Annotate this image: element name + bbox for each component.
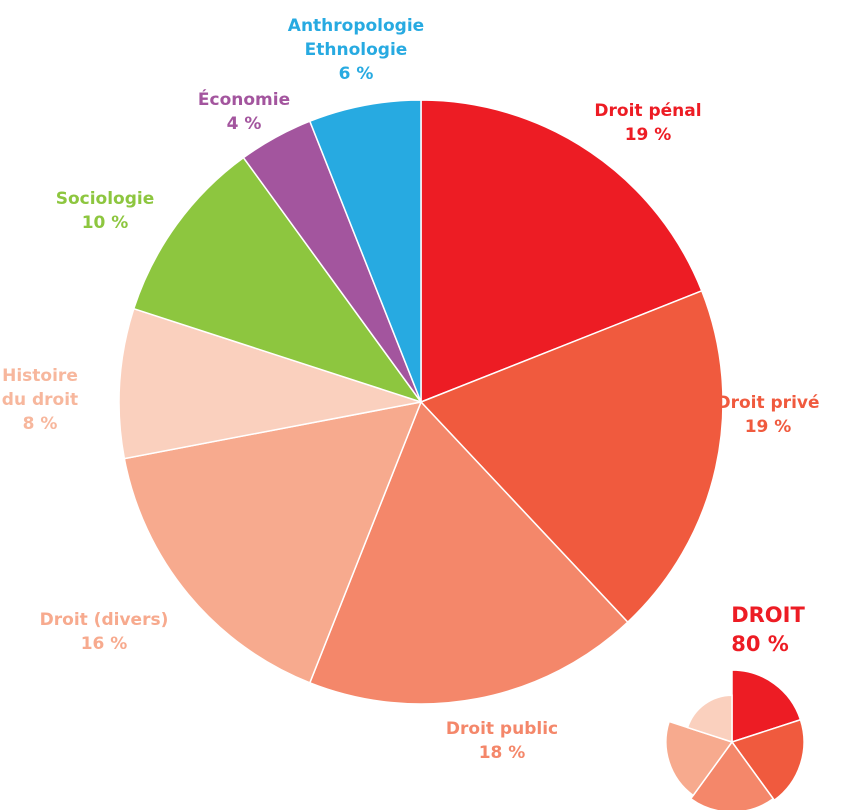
- inset-value: 80 %: [731, 632, 789, 656]
- label-sociologie: Sociologie 10 %: [56, 189, 155, 233]
- label-anthropologie-ethnologie: Anthropologie Ethnologie 6 %: [288, 16, 424, 84]
- slice-labels: Droit pénal 19 % Droit privé 19 % Droit publ…: [2, 16, 820, 763]
- inset-slice-histoire-du-droit: [686, 694, 733, 744]
- slice-sociologie: [132, 156, 423, 404]
- inset-title: DROIT: [731, 603, 805, 627]
- slice-droit-prive: [419, 289, 724, 624]
- pie-slices: [118, 99, 724, 705]
- label-droit-divers: Droit (divers) 16 %: [40, 610, 169, 654]
- label-droit-penal: Droit pénal 19 %: [594, 101, 701, 145]
- slice-droit-penal: [420, 99, 703, 404]
- slice-droit-divers: [123, 401, 423, 684]
- slice-anthropologie-ethnologie: [308, 99, 422, 403]
- label-droit-public: Droit public 18 %: [446, 719, 558, 763]
- slice-histoire-du-droit: [118, 307, 422, 460]
- slice-droit-public: [308, 400, 629, 705]
- inset-slice-droit-penal: [731, 669, 802, 744]
- inset-slice-droit-prive: [730, 718, 805, 802]
- law-inset-pie: [665, 669, 805, 810]
- label-histoire-du-droit: Histoire du droit 8 %: [2, 366, 78, 434]
- label-droit-prive: Droit privé 19 %: [716, 393, 819, 437]
- inset-slice-droit-public: [689, 740, 775, 810]
- inset-slice-droit-divers: [665, 720, 734, 797]
- label-economie: Économie 4 %: [198, 88, 290, 134]
